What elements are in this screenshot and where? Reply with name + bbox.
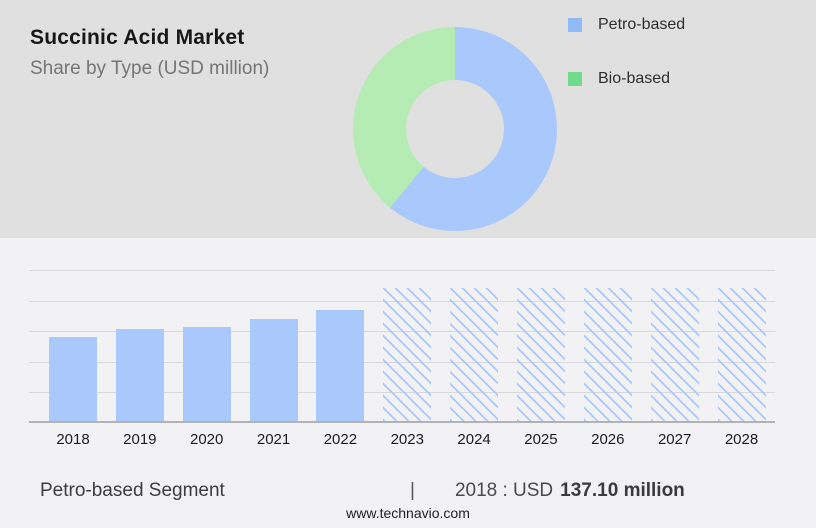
page-subtitle: Share by Type (USD million)	[30, 58, 270, 79]
value-prefix: 2018 : USD	[454, 480, 554, 501]
legend-item-bio-based: Bio-based	[568, 70, 685, 88]
x-tick-label-2021: 2021	[256, 431, 291, 448]
legend-item-petro-based: Petro-based	[568, 16, 685, 34]
bar-2024-forecast	[450, 287, 499, 421]
x-tick-label-2028: 2028	[724, 431, 759, 448]
value-amount: 137.10 million	[560, 480, 685, 501]
bar-2026-forecast	[583, 287, 632, 421]
bar-2027-forecast	[650, 287, 699, 421]
x-tick-label-2018: 2018	[56, 431, 90, 448]
x-tick-label-2019: 2019	[123, 431, 157, 448]
donut-hole	[406, 80, 504, 178]
donut-chart	[353, 27, 557, 231]
website-url: www.technavio.com	[346, 505, 470, 521]
x-tick-label-2020: 2020	[190, 431, 224, 448]
value-callout: | 2018 : USD 137.10 million	[410, 480, 685, 502]
bar-chart-plot-area	[29, 270, 775, 423]
x-tick-label-2027: 2027	[657, 431, 692, 448]
petro-based-swatch-icon	[568, 18, 582, 32]
bio-based-swatch-icon	[568, 72, 582, 86]
separator-bar: |	[410, 480, 415, 501]
segment-label: Petro-based Segment	[40, 480, 225, 501]
bar-2022	[316, 310, 365, 421]
x-tick-label-2025: 2025	[524, 431, 558, 448]
bar-2018	[49, 337, 97, 421]
page-title: Succinic Acid Market	[30, 26, 245, 49]
gridline-250	[29, 270, 775, 271]
x-tick-label-2026: 2026	[591, 431, 625, 448]
bar-2023-forecast	[383, 287, 432, 421]
header-panel: Succinic Acid Market Share by Type (USD …	[0, 0, 816, 238]
bar-2025-forecast	[516, 287, 565, 421]
x-tick-label-2023: 2023	[390, 431, 424, 448]
legend-label-petro-based: Petro-based	[598, 16, 686, 33]
x-tick-label-2022: 2022	[323, 431, 358, 448]
legend: Petro-based Bio-based	[568, 16, 685, 88]
bar-2028-forecast	[717, 287, 766, 421]
bar-2020	[182, 327, 231, 421]
x-axis-labels: 2018 2019 2020 2021 2022 2023 2024 2025 2026 2027…	[29, 431, 775, 451]
bar-2021	[249, 319, 298, 421]
legend-label-bio-based: Bio-based	[598, 70, 671, 87]
x-tick-label-2024: 2024	[457, 431, 491, 448]
bar-2019	[115, 329, 164, 421]
